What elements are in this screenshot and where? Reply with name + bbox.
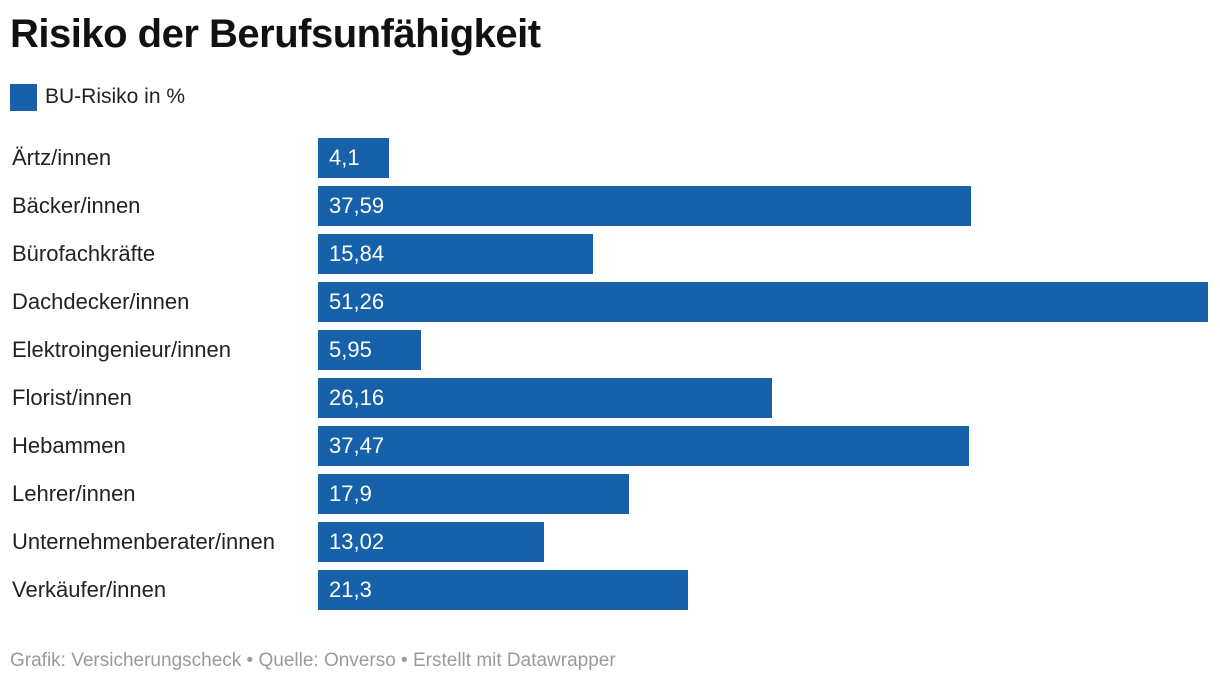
bar	[318, 186, 971, 226]
category-label: Dachdecker/innen	[12, 289, 190, 314]
bar-value-label: 37,59	[329, 193, 385, 218]
footer-credits: Grafik: Versicherungscheck • Quelle: Onv…	[10, 650, 616, 671]
bar-value-label: 37,47	[329, 433, 385, 458]
bar	[318, 522, 545, 562]
bar	[318, 282, 1208, 322]
bar-value-label: 26,16	[329, 385, 385, 410]
bar	[318, 378, 773, 418]
bar-value-label: 4,1	[329, 145, 360, 170]
bar-value-label: 5,95	[329, 337, 372, 362]
legend-swatch	[10, 83, 37, 111]
bar-value-label: 15,84	[329, 241, 385, 266]
bar	[318, 474, 629, 514]
bar-value-label: 21,3	[329, 577, 372, 602]
category-label: Verkäufer/innen	[12, 577, 167, 602]
category-label: Elektroingenieur/innen	[12, 337, 231, 362]
bar	[318, 426, 969, 466]
category-label: Lehrer/innen	[12, 481, 136, 506]
bar-value-label: 51,26	[329, 289, 385, 314]
category-label: Hebammen	[12, 433, 126, 458]
legend-label: BU-Risiko in %	[45, 85, 186, 108]
category-label: Bürofachkräfte	[12, 241, 156, 266]
category-label: Ärtz/innen	[12, 145, 112, 170]
bar-value-label: 17,9	[329, 481, 372, 506]
bar	[318, 234, 594, 274]
bar	[318, 570, 688, 610]
category-label: Florist/innen	[12, 385, 132, 410]
bar	[318, 138, 390, 178]
category-label: Unternehmenberater/innen	[12, 529, 275, 554]
bar-value-label: 13,02	[329, 529, 385, 554]
chart-title: Risiko der Berufsunfähigkeit	[10, 12, 541, 56]
bar	[318, 330, 422, 370]
category-label: Bäcker/innen	[12, 193, 141, 218]
legend: BU-Risiko in %	[10, 83, 185, 111]
